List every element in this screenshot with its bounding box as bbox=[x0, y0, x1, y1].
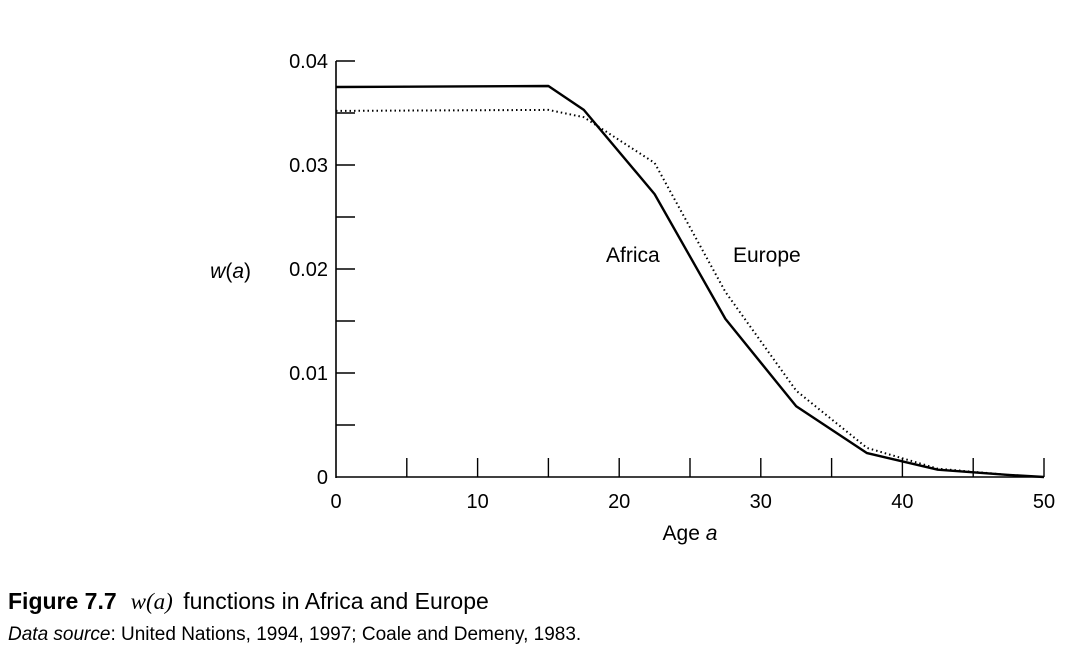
ticks bbox=[336, 60, 1045, 477]
x-tick-label: 20 bbox=[608, 491, 630, 513]
series-line-africa bbox=[335, 84, 1045, 479]
data-source: Data source: United Nations, 1994, 1997;… bbox=[8, 624, 581, 646]
x-axis-title: Age a bbox=[663, 522, 718, 545]
y-tick-label: 0.01 bbox=[289, 363, 328, 385]
series-label-europe: Europe bbox=[733, 244, 801, 267]
figure-caption: Figure 7.7 w(a) functions in Africa and E… bbox=[8, 588, 489, 615]
data-source-text: : United Nations, 1994, 1997; Coale and … bbox=[110, 624, 582, 645]
x-tick-label: 50 bbox=[1033, 491, 1055, 513]
axes bbox=[335, 61, 1044, 478]
y-tick-label: 0.02 bbox=[289, 259, 328, 281]
figure-number: Figure 7.7 bbox=[8, 588, 117, 614]
series-lines bbox=[335, 84, 1045, 479]
caption-text: functions in Africa and Europe bbox=[183, 588, 489, 614]
series-label-africa: Africa bbox=[606, 244, 660, 267]
y-tick-label: 0.04 bbox=[289, 51, 328, 73]
data-source-label: Data source bbox=[8, 624, 111, 645]
y-tick-label: 0 bbox=[317, 467, 328, 489]
x-tick-label: 10 bbox=[466, 491, 488, 513]
chart: 00.010.020.030.040 10 20 30 40 50 w(a) Age a … bbox=[210, 51, 1055, 545]
tick-labels: 0 0.01 0.02 0.03 0.04 0 10 20 30 40 50 bbox=[289, 51, 1055, 513]
series-line-europe bbox=[335, 108, 1045, 478]
caption-math: w(a) bbox=[130, 589, 173, 614]
y-axis-title: w(a) bbox=[210, 260, 251, 283]
x-tick-label: 40 bbox=[891, 491, 913, 513]
x-tick-label: 0 bbox=[330, 491, 341, 513]
x-tick-label: 30 bbox=[750, 491, 772, 513]
y-tick-label: 0.03 bbox=[289, 155, 328, 177]
